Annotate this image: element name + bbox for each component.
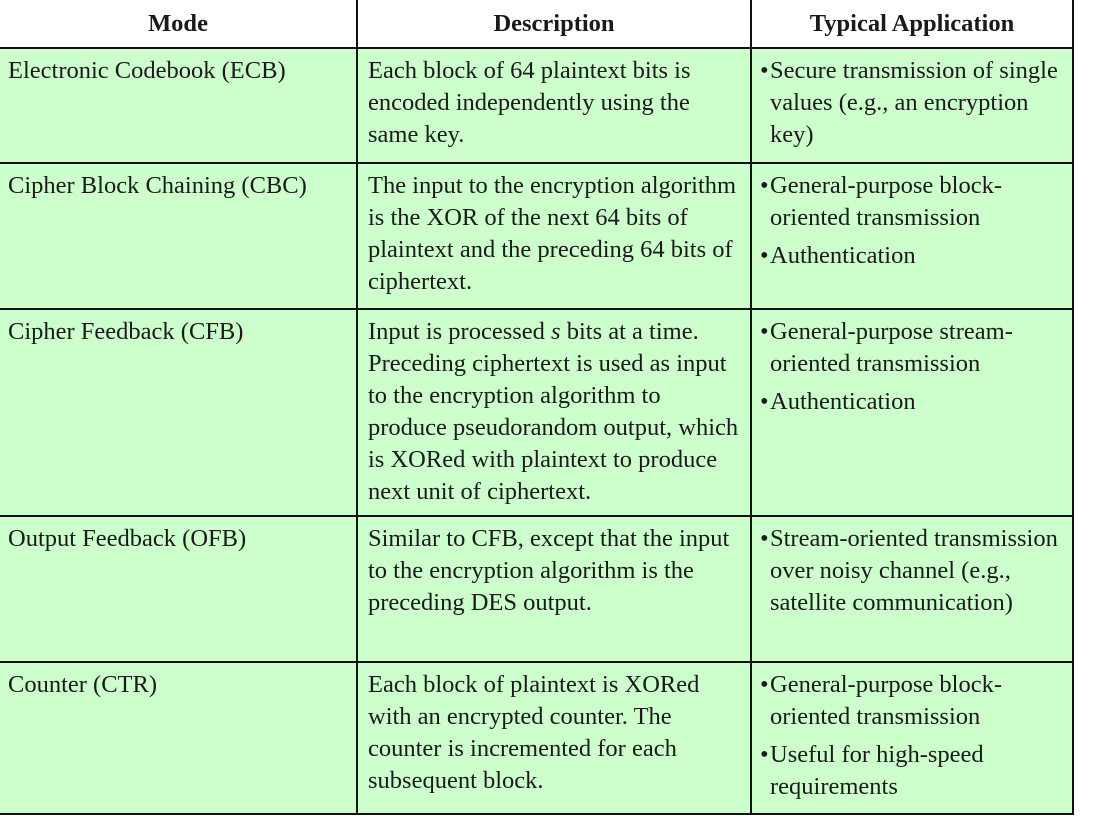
bullet-icon: • [760,242,769,269]
table-header-row: Mode Description Typical Application [0,0,1074,49]
description-cell: Similar to CFB, except that the input to… [356,515,752,663]
application-item: •Useful for high-speed requirements [760,739,1066,803]
application-item: •General-purpose stream-oriented transmi… [760,316,1066,380]
description-cell: Each block of 64 plaintext bits is encod… [356,47,752,164]
mode-cell: Cipher Feedback (CFB) [0,308,358,517]
application-text: Authentication [770,388,916,415]
mode-cell: Electronic Codebook (ECB) [0,47,358,164]
table-row-cbc: Cipher Block Chaining (CBC) The input to… [0,162,1074,310]
application-item: •General-purpose block-oriented transmis… [760,170,1066,234]
variable-s: s [551,318,561,345]
bullet-icon: • [760,525,769,552]
application-cell: •Secure transmission of single values (e… [750,47,1074,164]
bullet-icon: • [760,57,769,84]
application-cell: •General-purpose block-oriented transmis… [750,661,1074,815]
header-mode: Mode [0,0,358,49]
mode-cell: Counter (CTR) [0,661,358,815]
bullet-icon: • [760,388,769,415]
application-cell: •General-purpose block-oriented transmis… [750,162,1074,310]
mode-cell: Output Feedback (OFB) [0,515,358,663]
application-text: Useful for high-speed requirements [770,741,984,800]
application-text: General-purpose stream-oriented transmis… [770,318,1013,377]
table-row-ctr: Counter (CTR) Each block of plaintext is… [0,661,1074,815]
mode-cell: Cipher Block Chaining (CBC) [0,162,358,310]
description-cell: The input to the encryption algorithm is… [356,162,752,310]
block-cipher-modes-table: Mode Description Typical Application Ele… [0,0,1074,815]
bullet-icon: • [760,741,769,768]
application-text: Secure transmission of single values (e.… [770,57,1058,148]
description-cell: Each block of plaintext is XORed with an… [356,661,752,815]
description-text: bits at a time. Preceding ciphertext is … [368,318,739,505]
description-cell: Input is processed s bits at a time. Pre… [356,308,752,517]
table-row-ofb: Output Feedback (OFB) Similar to CFB, ex… [0,515,1074,663]
application-text: Stream-oriented transmission over noisy … [770,525,1058,616]
application-text: General-purpose block-oriented transmiss… [770,172,1002,231]
table-row-ecb: Electronic Codebook (ECB) Each block of … [0,47,1074,164]
application-text: General-purpose block-oriented transmiss… [770,671,1002,730]
bullet-icon: • [760,172,769,199]
bullet-icon: • [760,671,769,698]
description-text: Input is processed [368,318,552,345]
application-item: •General-purpose block-oriented transmis… [760,669,1066,733]
header-typical-application: Typical Application [750,0,1074,49]
application-item: •Authentication [760,240,1066,272]
application-cell: •Stream-oriented transmission over noisy… [750,515,1074,663]
application-text: Authentication [770,242,916,269]
application-item: •Secure transmission of single values (e… [760,55,1066,151]
application-item: •Stream-oriented transmission over noisy… [760,523,1066,619]
application-cell: •General-purpose stream-oriented transmi… [750,308,1074,517]
bullet-icon: • [760,318,769,345]
application-item: •Authentication [760,386,1066,418]
header-description: Description [356,0,752,49]
table-row-cfb: Cipher Feedback (CFB) Input is processed… [0,308,1074,517]
